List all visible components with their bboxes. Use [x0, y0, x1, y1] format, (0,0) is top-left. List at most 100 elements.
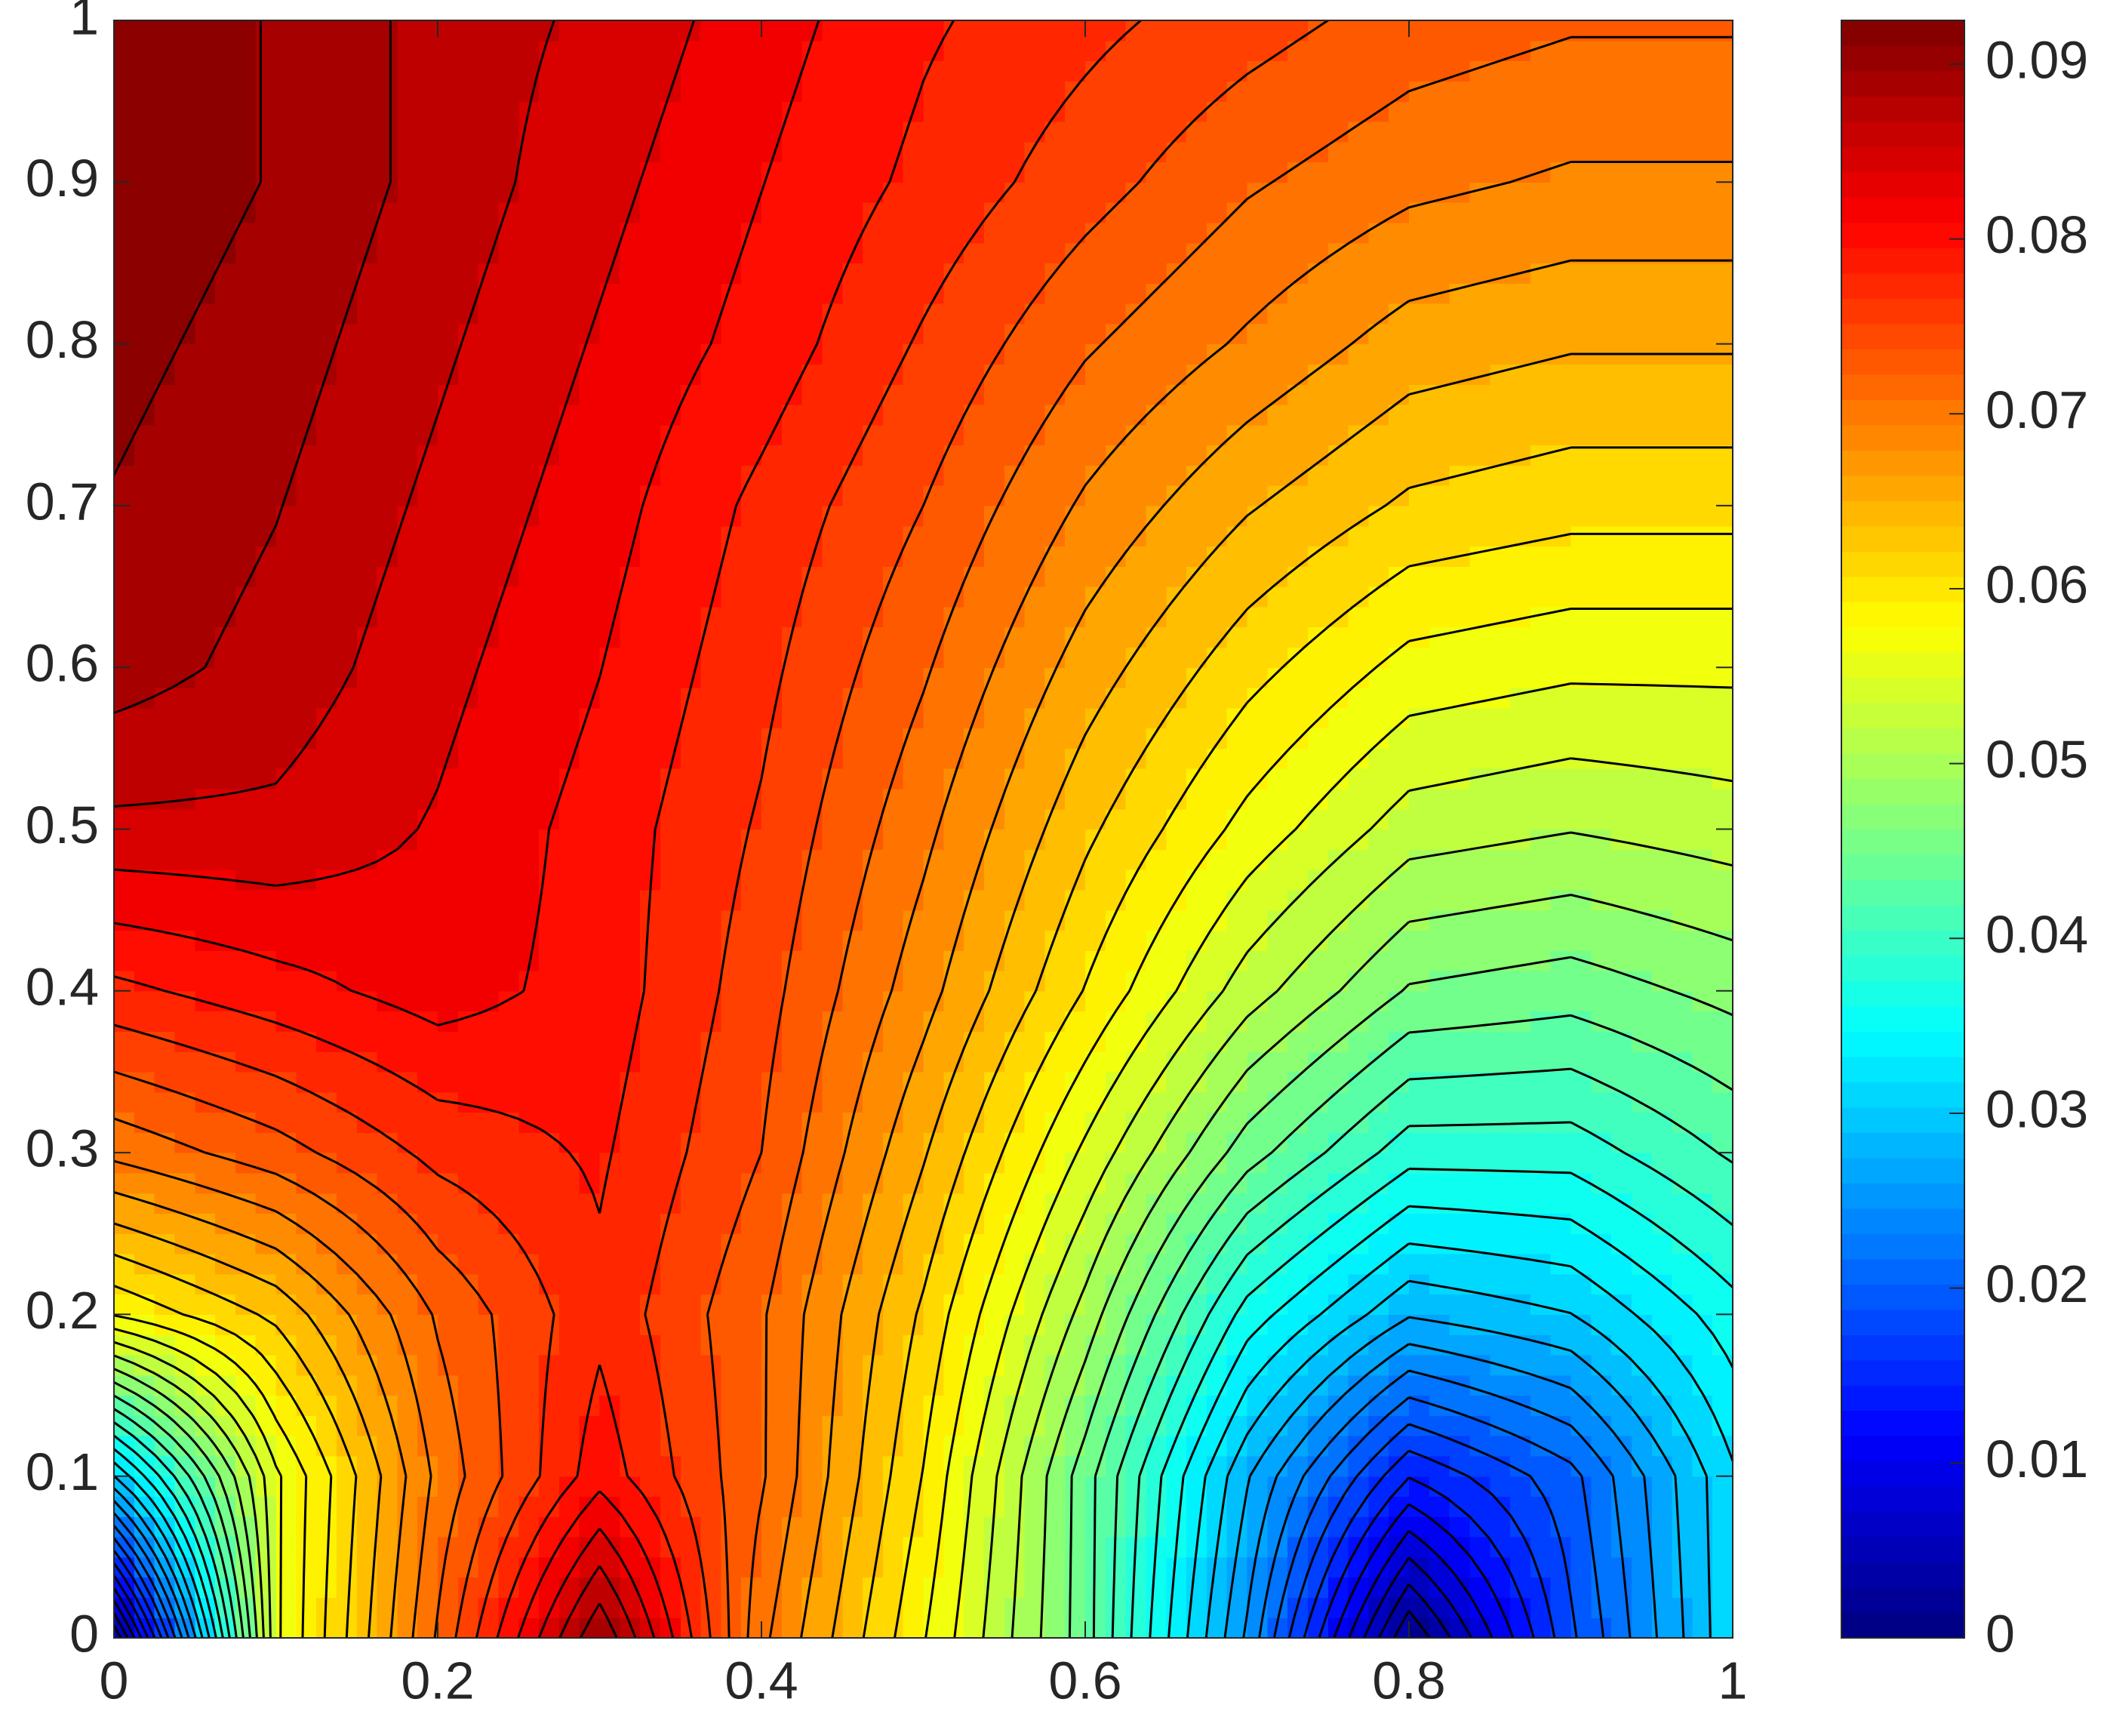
contour-cell: [1368, 566, 1389, 587]
contour-cell: [1591, 1153, 1612, 1174]
contour-cell: [660, 1132, 681, 1153]
contour-cell: [1611, 1011, 1632, 1032]
contour-cell: [1550, 465, 1572, 486]
contour-cell: [882, 1617, 904, 1639]
contour-cell: [640, 1415, 661, 1436]
contour-cell: [822, 445, 843, 466]
contour-cell: [498, 990, 519, 1012]
contour-cell: [438, 1617, 459, 1639]
contour-cell: [1307, 1071, 1329, 1093]
contour-cell: [1247, 626, 1268, 648]
contour-cell: [822, 1254, 843, 1275]
contour-cell: [255, 404, 277, 426]
contour-cell: [539, 990, 560, 1012]
contour-cell: [518, 990, 540, 1012]
contour-cell: [417, 1354, 438, 1376]
contour-cell: [1348, 1294, 1369, 1315]
contour-cell: [599, 404, 620, 426]
contour-cell: [296, 788, 317, 810]
contour-cell: [539, 930, 560, 951]
contour-cell: [1226, 667, 1248, 688]
contour-cell: [1449, 1051, 1471, 1073]
contour-cell: [1267, 1193, 1288, 1214]
contour-cell: [478, 808, 500, 830]
contour-cell: [1469, 1334, 1490, 1356]
contour-cell: [1469, 1294, 1490, 1315]
contour-cell: [579, 525, 601, 547]
contour-cell: [579, 1112, 601, 1133]
contour-cell: [215, 950, 236, 971]
contour-cell: [1004, 1617, 1026, 1639]
contour-cell: [438, 971, 459, 992]
contour-cell: [316, 930, 337, 951]
contour-cell: [1024, 465, 1045, 486]
contour-cell: [660, 849, 681, 870]
contour-cell: [1105, 1577, 1127, 1599]
contour-cell: [356, 1051, 378, 1073]
contour-cell: [1510, 1294, 1531, 1315]
contour-cell: [943, 707, 964, 729]
contour-cell: [1267, 445, 1288, 466]
contour-cell: [356, 687, 378, 709]
contour-cell: [923, 707, 944, 729]
contour-cell: [438, 1314, 459, 1335]
contour-cell: [518, 1172, 540, 1194]
contour-cell: [1692, 1172, 1713, 1194]
contour-cell: [397, 1314, 418, 1335]
contour-cell: [822, 546, 843, 567]
contour-cell: [1550, 707, 1572, 729]
contour-cell: [478, 768, 500, 790]
contour-cell: [539, 364, 560, 385]
contour-cell: [943, 445, 964, 466]
contour-cell: [1226, 1273, 1248, 1295]
contour-cell: [781, 667, 803, 688]
contour-cell: [761, 849, 783, 870]
contour-cell: [964, 505, 985, 527]
contour-cell: [235, 808, 257, 830]
contour-cell: [781, 1254, 803, 1275]
contour-cell: [1065, 829, 1086, 850]
contour-cell: [275, 728, 297, 749]
contour-cell: [457, 1516, 479, 1537]
contour-cell: [1510, 990, 1531, 1012]
contour-cell: [1146, 445, 1167, 466]
contour-cell: [761, 1294, 783, 1315]
contour-cell: [680, 1031, 702, 1052]
contour-cell: [498, 1273, 519, 1295]
contour-cell: [1570, 566, 1592, 587]
contour-cell: [579, 566, 601, 587]
contour-cell: [1490, 1436, 1511, 1457]
contour-cell: [275, 1314, 297, 1335]
contour-cell: [1226, 546, 1248, 567]
contour-cell: [983, 485, 1005, 506]
contour-cell: [174, 364, 195, 385]
contour-cell: [680, 971, 702, 992]
contour-cell: [1186, 647, 1207, 668]
contour-cell: [134, 728, 155, 749]
contour-cell: [114, 1051, 135, 1073]
contour-cell: [983, 384, 1005, 405]
contour-cell: [1247, 1314, 1268, 1335]
contour-cell: [1327, 1354, 1349, 1376]
contour-cell: [558, 1011, 580, 1032]
contour-cell: [1105, 606, 1127, 628]
contour-cell: [640, 1051, 661, 1073]
contour-cell: [1146, 485, 1167, 506]
contour-cell: [1247, 1031, 1268, 1052]
contour-cell: [518, 748, 540, 769]
contour-cell: [1024, 647, 1045, 668]
contour-cell: [1692, 950, 1713, 971]
contour-cell: [620, 728, 641, 749]
contour-cell: [356, 1617, 378, 1639]
contour-cell: [1692, 1031, 1713, 1052]
contour-cell: [518, 1354, 540, 1376]
contour-cell: [235, 1254, 257, 1275]
contour-cell: [1631, 950, 1653, 971]
contour-cell: [1125, 1577, 1147, 1599]
contour-cell: [114, 1294, 135, 1315]
contour-cell: [1692, 728, 1713, 749]
contour-cell: [275, 1294, 297, 1315]
contour-cell: [377, 606, 398, 628]
contour-cell: [1449, 1172, 1471, 1194]
contour-cell: [478, 728, 500, 749]
